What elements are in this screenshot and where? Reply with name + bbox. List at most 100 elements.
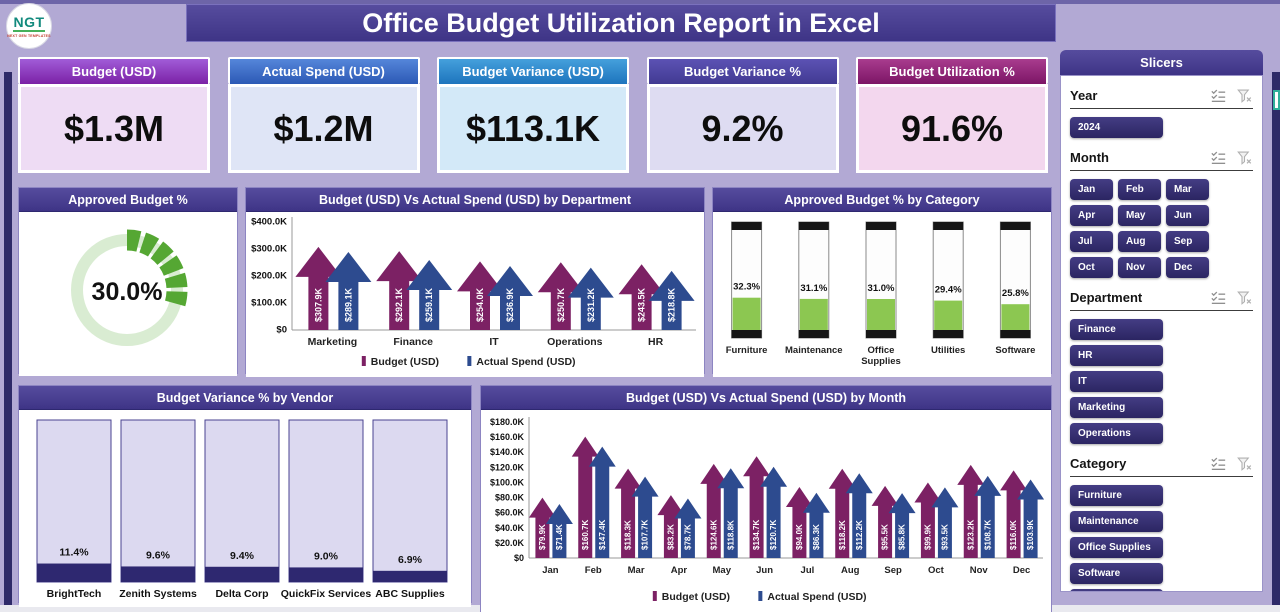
multi-select-icon[interactable] bbox=[1210, 150, 1227, 165]
slicer-label-category: Category bbox=[1070, 455, 1127, 471]
company-logo: NGT NEXT GEN TEMPLATES bbox=[6, 3, 52, 49]
svg-text:IT: IT bbox=[489, 336, 499, 348]
svg-text:Budget (USD): Budget (USD) bbox=[662, 591, 730, 603]
svg-text:9.6%: 9.6% bbox=[146, 549, 171, 561]
slicer-button-jan[interactable]: Jan bbox=[1070, 179, 1113, 200]
approved-budget-by-category-chart: Approved Budget % by Category 32.3% Furni… bbox=[712, 187, 1052, 377]
top-edge-strip bbox=[0, 0, 1280, 4]
multi-select-icon[interactable] bbox=[1210, 290, 1227, 305]
svg-text:Marketing: Marketing bbox=[308, 336, 358, 348]
multi-select-icon[interactable] bbox=[1210, 88, 1227, 103]
svg-text:$100.0K: $100.0K bbox=[251, 298, 287, 309]
logo-text: NGT bbox=[13, 13, 45, 32]
svg-text:$218.8K: $218.8K bbox=[667, 287, 677, 322]
slicer-button-software[interactable]: Software bbox=[1070, 563, 1163, 584]
svg-text:$108.7K: $108.7K bbox=[983, 520, 992, 550]
chart-title: Approved Budget % by Category bbox=[713, 188, 1051, 212]
slicer-button-oct[interactable]: Oct bbox=[1070, 257, 1113, 278]
svg-text:$60.0K: $60.0K bbox=[495, 508, 525, 518]
slicer-divider bbox=[1070, 170, 1253, 171]
slicers-panel: Slicers Year 2024 Month Jan Feb Mar Apr May Jun J… bbox=[1060, 50, 1263, 592]
kpi-header: Budget (USD) bbox=[18, 57, 210, 84]
slicer-button-marketing[interactable]: Marketing bbox=[1070, 397, 1163, 418]
slicer-button-mar[interactable]: Mar bbox=[1166, 179, 1209, 200]
slicer-button-jul[interactable]: Jul bbox=[1070, 231, 1113, 252]
slicer-button-jun[interactable]: Jun bbox=[1166, 205, 1209, 226]
slicer-button-operations[interactable]: Operations bbox=[1070, 423, 1163, 444]
kpi-header: Budget Utilization % bbox=[856, 57, 1048, 84]
svg-text:Zenith Systems: Zenith Systems bbox=[119, 588, 197, 600]
slicer-button-may[interactable]: May bbox=[1118, 205, 1161, 226]
slicer-button-utilities[interactable]: Utilities bbox=[1070, 589, 1163, 591]
svg-text:$93.5K: $93.5K bbox=[940, 524, 949, 550]
slicer-button-hr[interactable]: HR bbox=[1070, 345, 1163, 366]
slicer-label-department: Department bbox=[1070, 289, 1143, 305]
svg-text:$259.1K: $259.1K bbox=[424, 287, 434, 322]
svg-text:$120.7K: $120.7K bbox=[769, 520, 778, 550]
vendor-chart-canvas: 11.4% BrightTech 9.6% Zenith Systems 9.4% Del… bbox=[36, 419, 448, 600]
slicer-button-finance[interactable]: Finance bbox=[1070, 319, 1163, 340]
svg-text:ABC Supplies: ABC Supplies bbox=[375, 588, 445, 600]
svg-text:$99.9K: $99.9K bbox=[923, 524, 932, 550]
svg-text:Aug: Aug bbox=[841, 565, 860, 576]
chart-title: Approved Budget % bbox=[19, 188, 237, 212]
svg-text:$236.9K: $236.9K bbox=[505, 287, 515, 322]
svg-text:$94.0K: $94.0K bbox=[795, 524, 804, 550]
slicer-button-it[interactable]: IT bbox=[1070, 371, 1163, 392]
slicer-button-nov[interactable]: Nov bbox=[1118, 257, 1161, 278]
clear-filter-icon[interactable] bbox=[1236, 290, 1253, 305]
svg-text:$250.7K: $250.7K bbox=[556, 287, 566, 322]
svg-text:QuickFix Services: QuickFix Services bbox=[281, 588, 372, 600]
svg-text:$400.0K: $400.0K bbox=[251, 217, 287, 228]
svg-text:Jun: Jun bbox=[756, 565, 773, 576]
kpi-value: $1.2M bbox=[273, 107, 374, 149]
kpi-card-budget: Budget (USD) $1.3M bbox=[18, 57, 210, 173]
slicer-label-year: Year bbox=[1070, 87, 1098, 103]
clear-filter-icon[interactable] bbox=[1236, 456, 1253, 471]
svg-text:Nov: Nov bbox=[970, 565, 989, 576]
svg-text:Operations: Operations bbox=[547, 336, 603, 348]
svg-text:Actual Spend (USD): Actual Spend (USD) bbox=[476, 356, 575, 368]
budget-variance-by-vendor-chart: Budget Variance % by Vendor 11.4% BrightT… bbox=[18, 385, 472, 607]
svg-text:$147.4K: $147.4K bbox=[598, 520, 607, 550]
svg-text:Maintenance: Maintenance bbox=[785, 345, 843, 356]
svg-text:$71.4K: $71.4K bbox=[555, 524, 564, 550]
svg-text:29.4%: 29.4% bbox=[935, 285, 962, 296]
slicer-button-sep[interactable]: Sep bbox=[1166, 231, 1209, 252]
slicer-section-department: Department Finance HR IT Marketing Operations bbox=[1070, 286, 1253, 444]
svg-text:$85.8K: $85.8K bbox=[898, 524, 907, 550]
slicer-button-furniture[interactable]: Furniture bbox=[1070, 485, 1163, 506]
chart-title: Budget (USD) Vs Actual Spend (USD) by Mo… bbox=[481, 386, 1051, 410]
slicer-button-2024[interactable]: 2024 bbox=[1070, 117, 1163, 138]
svg-text:$231.2K: $231.2K bbox=[586, 287, 596, 322]
slicer-button-apr[interactable]: Apr bbox=[1070, 205, 1113, 226]
kpi-row: Budget (USD) $1.3M Actual Spend (USD) $1… bbox=[18, 57, 1048, 173]
clear-filter-icon[interactable] bbox=[1236, 88, 1253, 103]
kpi-card-budget-variance-pct: Budget Variance % 9.2% bbox=[646, 57, 839, 173]
svg-text:$0: $0 bbox=[514, 553, 524, 563]
kpi-header: Actual Spend (USD) bbox=[227, 57, 420, 84]
slicer-button-maintenance[interactable]: Maintenance bbox=[1070, 511, 1163, 532]
svg-text:$160.7K: $160.7K bbox=[581, 520, 590, 550]
clear-filter-icon[interactable] bbox=[1236, 150, 1253, 165]
slicer-button-office-supplies[interactable]: Office Supplies bbox=[1070, 537, 1163, 558]
multi-select-icon[interactable] bbox=[1210, 456, 1227, 471]
slicer-button-dec[interactable]: Dec bbox=[1166, 257, 1209, 278]
month-chart-canvas: $0 $20.0K $40.0K $60.0K $80.0K $100.0K $120.0K… bbox=[490, 417, 1045, 603]
svg-text:Feb: Feb bbox=[585, 565, 602, 576]
kpi-card-budget-utilization-pct: Budget Utilization % 91.6% bbox=[856, 57, 1048, 173]
svg-text:Furniture: Furniture bbox=[726, 345, 768, 356]
slicer-divider bbox=[1070, 310, 1253, 311]
svg-text:$254.0K: $254.0K bbox=[475, 287, 485, 322]
svg-text:Oct: Oct bbox=[928, 565, 945, 576]
svg-text:$160.0K: $160.0K bbox=[490, 432, 525, 442]
svg-text:$103.9K: $103.9K bbox=[1026, 520, 1035, 550]
svg-text:May: May bbox=[713, 565, 732, 576]
slicer-divider bbox=[1070, 476, 1253, 477]
svg-text:Jul: Jul bbox=[801, 565, 815, 576]
svg-text:$307.9K: $307.9K bbox=[313, 287, 323, 322]
budget-vs-actual-by-month-chart: Budget (USD) Vs Actual Spend (USD) by Mo… bbox=[480, 385, 1052, 612]
department-chart-canvas: $0 $100.0K $200.0K $300.0K $400.0K $307.9K $28… bbox=[251, 217, 696, 368]
slicer-button-feb[interactable]: Feb bbox=[1118, 179, 1161, 200]
slicer-button-aug[interactable]: Aug bbox=[1118, 231, 1161, 252]
